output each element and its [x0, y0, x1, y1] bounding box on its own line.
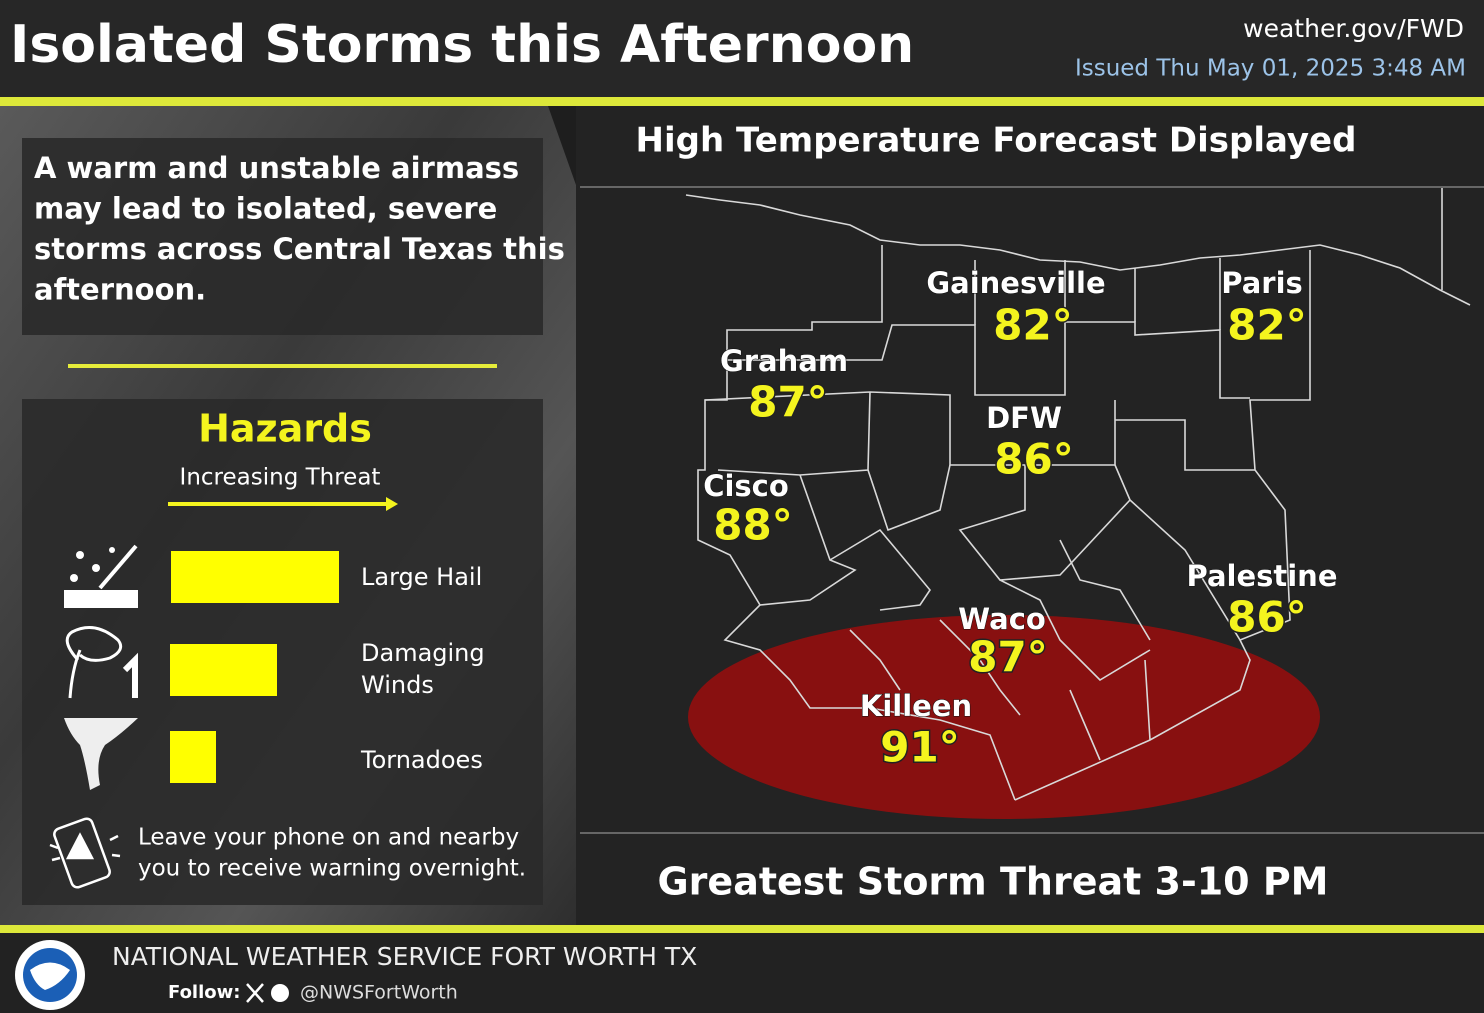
note-line: Leave your phone on and nearby	[138, 825, 519, 851]
city-name: Paris	[1221, 266, 1303, 300]
header-rule	[0, 97, 1484, 106]
wind-threat-bar	[170, 644, 277, 696]
wind-icon	[65, 626, 138, 699]
hazards-title: Hazards	[198, 407, 372, 451]
follow-label: Follow:	[168, 982, 240, 1003]
city-temp: 88°	[713, 501, 792, 550]
social-handle: @NWSFortWorth	[300, 982, 458, 1004]
city-temp: 87°	[748, 378, 827, 427]
map-title: High Temperature Forecast Displayed	[636, 121, 1357, 161]
agency: NATIONAL WEATHER SERVICE FORT WORTH TX	[112, 942, 697, 971]
city-temp: 82°	[1227, 301, 1306, 350]
hazard-labels: Large Hail Damaging Winds Tornadoes	[360, 563, 485, 774]
city-name: Graham	[720, 344, 848, 378]
title: Isolated Storms this Afternoon	[10, 15, 914, 75]
website: weather.gov/FWD	[1243, 14, 1464, 43]
hail-threat-bar	[171, 551, 339, 603]
hazard-label: Tornadoes	[360, 746, 483, 774]
city-name: Waco	[958, 602, 1046, 636]
summary-line: storms across Central Texas this	[34, 232, 565, 266]
summary-box	[22, 138, 543, 335]
city-temp: 82°	[993, 301, 1072, 350]
city-name: Killeen	[860, 689, 972, 723]
tornado-threat-bar	[170, 731, 216, 783]
city-temp: 86°	[1227, 593, 1306, 642]
storm-threat-area	[688, 615, 1320, 819]
hazard-label: Large Hail	[361, 563, 482, 591]
hazards-box	[22, 399, 543, 905]
note-line: you to receive warning overnight.	[138, 856, 526, 882]
nws-logo	[15, 940, 85, 1010]
threat-window: Greatest Storm Threat 3-10 PM	[657, 860, 1328, 904]
note: Leave your phone on and nearby you to rec…	[138, 825, 526, 882]
city-name: Cisco	[703, 469, 789, 503]
social-icons	[246, 983, 289, 1003]
summary: A warm and unstable airmass may lead to i…	[34, 151, 565, 307]
footer-rule	[0, 925, 1484, 933]
county-lines	[685, 188, 1471, 801]
city-name: Palestine	[1186, 559, 1337, 593]
hail-icon	[64, 544, 138, 608]
summary-line: may lead to isolated, severe	[34, 192, 497, 226]
hazards-subtitle: Increasing Threat	[180, 465, 381, 491]
city-name: DFW	[986, 401, 1062, 435]
header-bg	[0, 0, 1484, 98]
tornado-icon	[64, 718, 138, 790]
summary-line: afternoon.	[34, 273, 206, 307]
city-temp: 87°	[968, 633, 1047, 682]
summary-line: A warm and unstable airmass	[34, 151, 519, 185]
footer-bg	[0, 933, 1484, 1013]
issued: Issued Thu May 01, 2025 3:48 AM	[1075, 56, 1466, 82]
phone-icon	[49, 817, 121, 889]
city-temp: 86°	[994, 435, 1073, 484]
city-temp: 91°	[880, 723, 959, 772]
threat-arrowhead	[386, 497, 398, 511]
hazard-label: Winds	[361, 671, 434, 699]
hazard-label: Damaging	[361, 639, 485, 667]
city-name: Gainesville	[926, 266, 1105, 300]
